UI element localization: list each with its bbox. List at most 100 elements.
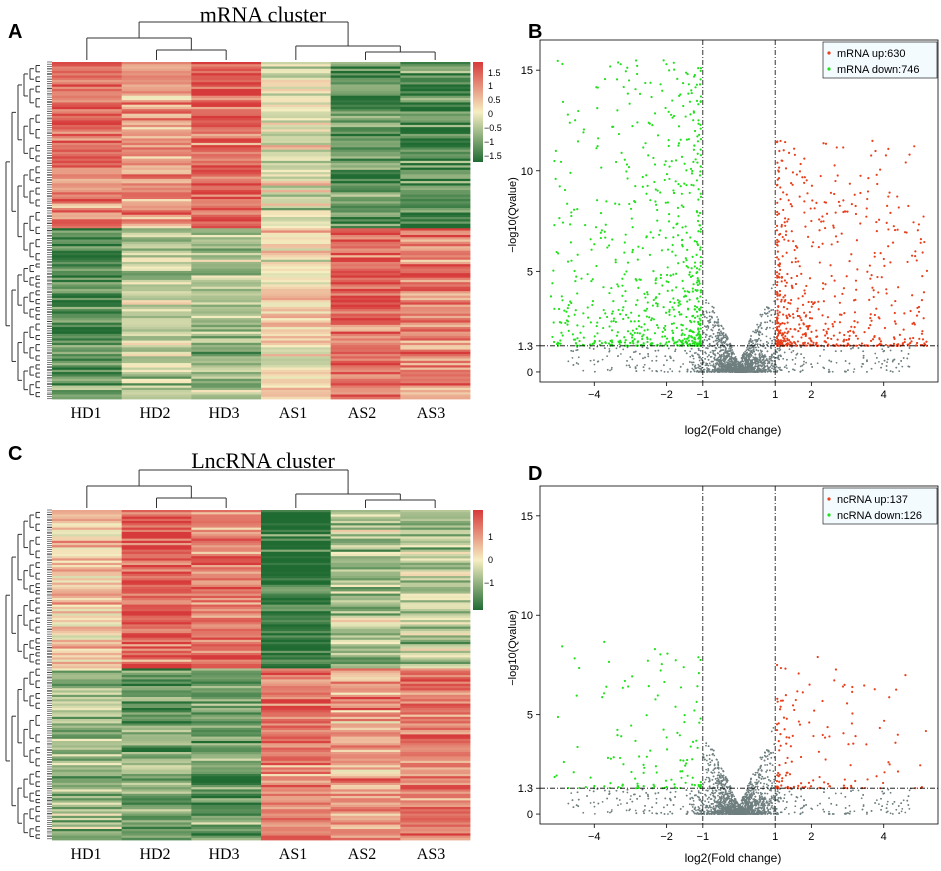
heatmap-cell bbox=[121, 367, 192, 371]
heatmap-cell bbox=[330, 569, 401, 572]
heatmap-cell bbox=[400, 835, 471, 839]
heatmap-cell bbox=[121, 194, 192, 198]
heatmap-cell bbox=[330, 394, 401, 398]
ns-point bbox=[706, 324, 709, 327]
ns-point bbox=[714, 354, 717, 357]
heatmap-cell bbox=[330, 396, 401, 400]
ns-point bbox=[705, 311, 708, 314]
heatmap-cell bbox=[330, 712, 401, 715]
ns-point bbox=[827, 371, 830, 373]
heatmap-cell bbox=[261, 600, 332, 603]
ns-point bbox=[835, 361, 838, 364]
ns-point bbox=[768, 310, 771, 313]
heatmap-cell bbox=[52, 219, 123, 222]
heatmap-cell bbox=[191, 309, 262, 312]
heatmap-cell bbox=[121, 338, 192, 341]
heatmap-cell bbox=[52, 122, 123, 126]
heatmap-a-cells bbox=[52, 62, 471, 400]
heatmap-cell bbox=[330, 822, 401, 825]
heatmap-cell bbox=[330, 279, 401, 283]
heatmap-cell bbox=[121, 270, 192, 274]
ns-point bbox=[691, 363, 694, 366]
heatmap-cell bbox=[191, 320, 262, 324]
heatmap-cell bbox=[330, 369, 401, 373]
heatmap-cell bbox=[191, 635, 262, 638]
heatmap-cell bbox=[191, 318, 262, 321]
heatmap-cell bbox=[52, 776, 123, 779]
heatmap-cell bbox=[330, 360, 401, 364]
heatmap-cell bbox=[261, 692, 332, 696]
ns-point bbox=[816, 362, 819, 365]
heatmap-cell bbox=[121, 75, 192, 79]
heatmap-cell bbox=[121, 257, 192, 261]
heatmap-cell bbox=[191, 394, 262, 398]
heatmap-cell bbox=[261, 802, 332, 806]
ns-point bbox=[828, 368, 830, 371]
heatmap-cell bbox=[330, 659, 401, 663]
heatmap-cell bbox=[191, 84, 262, 88]
heatmap-cell bbox=[191, 785, 262, 788]
heatmap-cell bbox=[52, 565, 123, 568]
heatmap-cell bbox=[330, 315, 401, 319]
ns-point bbox=[682, 363, 685, 365]
heatmap-cell bbox=[191, 642, 262, 645]
heatmap-cell bbox=[191, 106, 262, 110]
ns-point bbox=[742, 354, 745, 357]
heatmap-cell bbox=[121, 169, 192, 173]
ns-point bbox=[749, 352, 751, 355]
heatmap-cell bbox=[121, 556, 192, 559]
heatmap-cell bbox=[121, 342, 192, 346]
ns-point bbox=[711, 368, 714, 371]
heatmap-cell bbox=[121, 690, 192, 693]
heatmap-cell bbox=[330, 525, 401, 528]
heatmap-cell bbox=[261, 543, 332, 546]
ns-point bbox=[786, 358, 788, 361]
ns-point bbox=[874, 362, 877, 365]
heatmap-cell bbox=[400, 309, 471, 312]
heatmap-cell bbox=[191, 807, 262, 810]
heatmap-cell bbox=[400, 774, 471, 777]
heatmap-cell bbox=[261, 529, 332, 533]
heatmap-cell bbox=[400, 363, 471, 366]
heatmap-cell bbox=[400, 754, 471, 757]
heatmap-cell bbox=[121, 554, 192, 557]
heatmap-cell bbox=[261, 190, 332, 193]
heatmap-cell bbox=[400, 205, 471, 209]
heatmap-cell bbox=[191, 367, 262, 371]
ns-point bbox=[730, 355, 733, 358]
heatmap-cell bbox=[330, 252, 401, 256]
heatmap-a-legend-tick: −1.5 bbox=[484, 151, 502, 161]
heatmap-cell bbox=[191, 345, 262, 348]
heatmap-a-col-label: AS3 bbox=[417, 405, 445, 422]
ns-point bbox=[886, 361, 889, 364]
heatmap-cell bbox=[191, 295, 262, 299]
heatmap-cell bbox=[191, 252, 262, 256]
heatmap-cell bbox=[191, 534, 262, 537]
ns-point bbox=[664, 355, 667, 358]
heatmap-cell bbox=[261, 113, 332, 117]
heatmap-cell bbox=[121, 642, 192, 645]
heatmap-cell bbox=[121, 756, 192, 759]
heatmap-cell bbox=[330, 309, 401, 312]
heatmap-cell bbox=[261, 62, 332, 65]
heatmap-cell bbox=[121, 365, 192, 368]
ns-point bbox=[610, 368, 613, 371]
ns-point bbox=[766, 315, 769, 318]
heatmap-cell bbox=[52, 363, 123, 366]
ns-point bbox=[788, 348, 791, 351]
heatmap-cell bbox=[330, 66, 401, 70]
heatmap-cell bbox=[52, 327, 123, 330]
heatmap-cell bbox=[52, 738, 123, 742]
heatmap-cell bbox=[121, 565, 192, 568]
heatmap-cell bbox=[191, 686, 262, 689]
heatmap-cell bbox=[52, 336, 123, 339]
heatmap-cell bbox=[52, 688, 123, 691]
heatmap-cell bbox=[261, 154, 332, 157]
ns-point bbox=[723, 360, 726, 363]
heatmap-cell bbox=[52, 635, 123, 638]
heatmap-cell bbox=[261, 345, 332, 348]
heatmap-cell bbox=[52, 232, 123, 236]
heatmap-cell bbox=[261, 747, 332, 751]
heatmap-cell bbox=[330, 212, 401, 216]
heatmap-cell bbox=[52, 347, 123, 350]
